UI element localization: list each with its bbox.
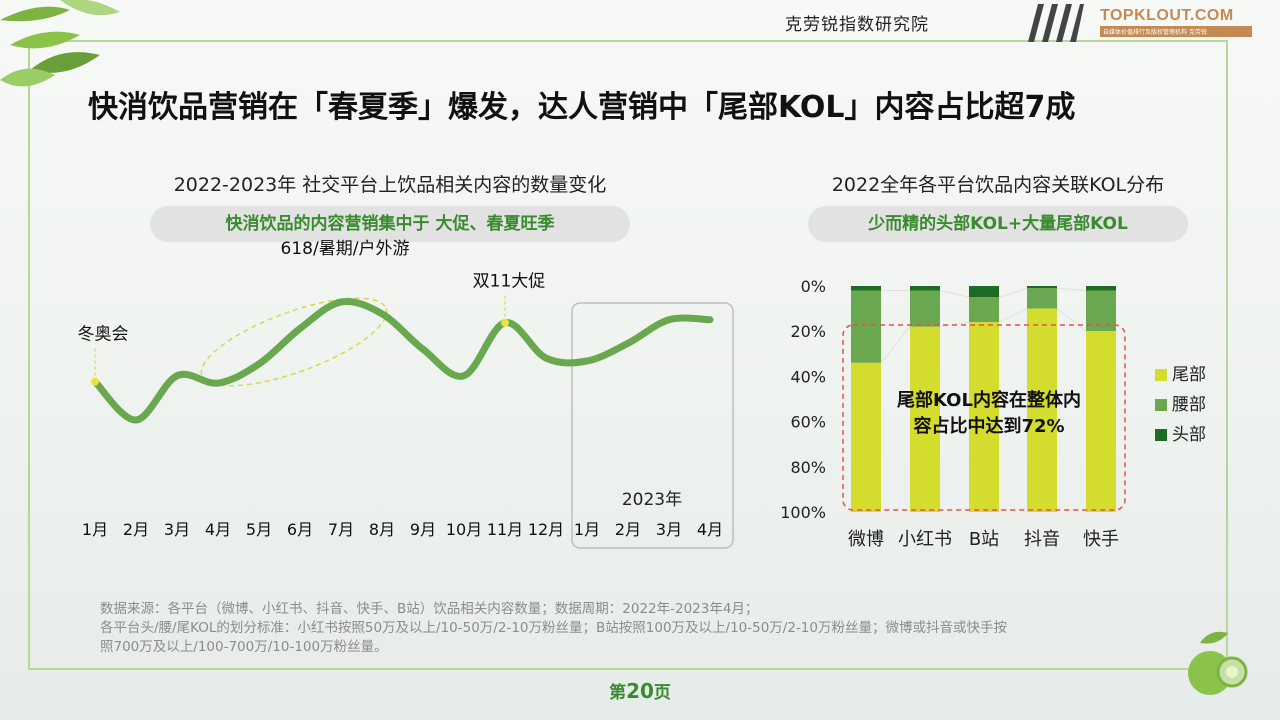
y-tick-label: 40%	[790, 367, 826, 386]
bar-segment	[851, 362, 881, 512]
bar-connector	[880, 326, 911, 364]
stripes-decoration	[1028, 4, 1084, 42]
bar-segment	[851, 286, 881, 291]
x-tick-label: 1月	[82, 520, 108, 539]
x-tick-label: 8月	[369, 520, 395, 539]
legend-swatch	[1155, 369, 1167, 381]
annotation-label: 618/暑期/户外游	[281, 239, 410, 259]
bar-segment	[1086, 331, 1116, 512]
annotation-label: 双11大促	[473, 272, 546, 292]
bar-segment	[969, 286, 999, 298]
x-tick-label: 4月	[697, 520, 723, 539]
x-tick-label: 5月	[246, 520, 272, 539]
page-number-value: 20	[626, 679, 654, 703]
bar-segment	[851, 290, 881, 363]
bar-segment	[1027, 288, 1057, 309]
source-line-2: 各平台头/腰/尾KOL的划分标准：小红书按照50万及以上/10-50万/2-10…	[100, 620, 1007, 636]
content-frame	[28, 40, 1228, 670]
legend-label: 头部	[1172, 425, 1206, 445]
data-source-note: 数据来源：各平台（微博、小红书、抖音、快手、B站）饮品相关内容数量；数据周期：2…	[100, 600, 1180, 657]
line-chart-subtitle: 2022-2023年 社交平台上饮品相关内容的数量变化	[173, 174, 607, 196]
page-prefix: 第	[609, 683, 627, 703]
x-tick-label: 2月	[123, 520, 149, 539]
x-tick-label: 11月	[487, 520, 523, 539]
bar-segment	[1027, 286, 1057, 289]
legend-label: 尾部	[1172, 365, 1206, 385]
line-chart-summary-pill: 快消饮品的内容营销集中于 大促、春夏旺季	[150, 206, 630, 242]
bar-connector	[998, 287, 1028, 298]
year-2023-highlight-box	[571, 302, 734, 549]
legend-swatch	[1155, 399, 1167, 411]
callout-text-line2: 容占比中达到72%	[913, 415, 1064, 437]
y-tick-label: 20%	[790, 322, 826, 341]
bar-chart-subtitle: 2022全年各平台饮品内容关联KOL分布	[831, 174, 1165, 196]
bar-segment	[910, 326, 940, 512]
annotation-dot	[501, 318, 509, 327]
callout-text-line1: 尾部KOL内容在整体内	[897, 389, 1081, 411]
x-category-label: 小红书	[898, 529, 952, 550]
bar-connector	[1056, 287, 1087, 292]
line-chart: 1月 2月 3月 4月 5月 6月 7月 8月 9月 10月 11月 12月 1月 2月 3月 4月 冬奥会 61…	[78, 239, 724, 539]
year-2023-label: 2023年	[622, 490, 682, 510]
x-tick-label: 12月	[528, 520, 564, 539]
x-tick-label: 9月	[410, 520, 436, 539]
x-tick-label: 6月	[287, 520, 313, 539]
annotation-dot	[91, 377, 99, 386]
x-tick-label: 3月	[164, 520, 190, 539]
annotation-label: 冬奥会	[78, 325, 129, 345]
bar-segment	[1027, 308, 1057, 512]
content-volume-line	[91, 297, 714, 424]
x-tick-label: 4月	[205, 520, 231, 539]
logo-text: TOPKLOUT.COM	[1100, 7, 1234, 24]
lime-decoration	[1188, 631, 1248, 695]
x-category-label: 微博	[848, 529, 884, 550]
page-title: 快消饮品营销在「春夏季」爆发，达人营销中「尾部KOL」内容占比超7成	[88, 90, 1076, 125]
y-tick-label: 0%	[801, 277, 826, 296]
bar-chart-summary-pill: 少而精的头部KOL+大量尾部KOL	[808, 206, 1188, 242]
bar-connector	[1056, 308, 1087, 332]
x-category-label: 快手	[1083, 529, 1119, 550]
topklout-logo: TOPKLOUT.COM 自媒体价值排行及版权管理机构 克劳锐	[1100, 7, 1252, 37]
bar-segment	[910, 290, 940, 327]
source-line-1: 数据来源：各平台（微博、小红书、抖音、快手、B站）饮品相关内容数量；数据周期：2…	[100, 601, 759, 617]
bar-segment	[969, 297, 999, 323]
bar-connector	[939, 290, 970, 298]
summer-peak-ellipse	[200, 297, 388, 387]
page-number: 第20页	[0, 678, 1280, 703]
x-tick-label: 1月	[574, 520, 600, 539]
page-suffix: 页	[653, 683, 671, 703]
bar-segment	[1086, 286, 1116, 291]
y-tick-label: 100%	[780, 503, 826, 522]
x-tick-label: 10月	[446, 520, 482, 539]
x-tick-label: 7月	[328, 520, 354, 539]
y-tick-label: 80%	[790, 458, 826, 477]
institute-name: 克劳锐指数研究院	[785, 15, 929, 35]
callout-dashed-box	[842, 324, 1126, 511]
leaves-decoration	[0, 0, 120, 87]
legend-label: 腰部	[1172, 395, 1206, 415]
bar-segment	[969, 322, 999, 512]
x-category-label: 抖音	[1024, 529, 1060, 550]
source-line-3: 照700万及以上/100-700万/10-100万粉丝量。	[100, 639, 388, 655]
bar-connector	[998, 308, 1028, 323]
x-tick-label: 2月	[615, 520, 641, 539]
bar-segment	[910, 286, 940, 291]
x-tick-label: 3月	[656, 520, 682, 539]
x-category-label: B站	[969, 529, 999, 550]
y-tick-label: 60%	[790, 413, 826, 432]
legend-swatch	[1155, 429, 1167, 441]
logo-subtext: 自媒体价值排行及版权管理机构 克劳锐	[1100, 26, 1252, 37]
